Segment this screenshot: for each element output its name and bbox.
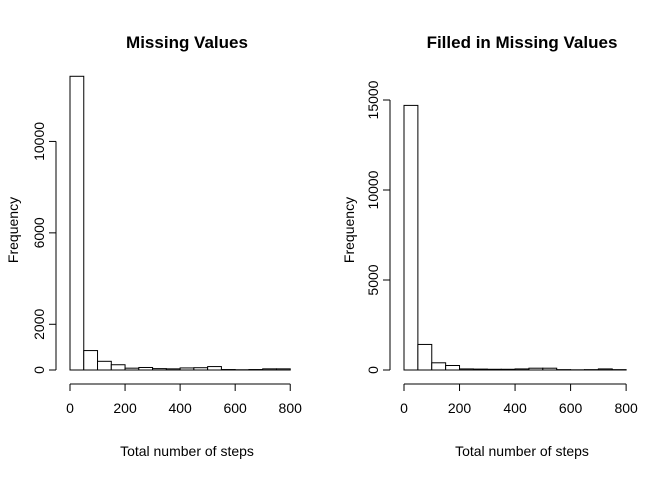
right-x-axis: 0 200 400 600 800 bbox=[400, 383, 638, 416]
right-y-tick-label: 0 bbox=[365, 366, 381, 374]
left-bar bbox=[83, 350, 99, 371]
left-bar bbox=[207, 366, 222, 371]
right-x-tick-label: 800 bbox=[614, 400, 638, 416]
left-chart-title: Missing Values bbox=[126, 33, 248, 52]
right-y-axis: 0 5000 10000 15000 bbox=[365, 80, 391, 374]
right-bar bbox=[528, 367, 544, 371]
right-chart-title: Filled in Missing Values bbox=[427, 33, 618, 52]
left-bar bbox=[275, 368, 291, 371]
left-bar bbox=[138, 366, 154, 371]
left-y-tick-label: 0 bbox=[31, 366, 47, 374]
right-x-axis-label: Total number of steps bbox=[455, 443, 589, 459]
left-y-axis: 0 2000 6000 10000 bbox=[31, 122, 57, 374]
left-x-tick-label: 400 bbox=[168, 400, 192, 416]
left-x-tick-label: 800 bbox=[279, 400, 303, 416]
right-bar bbox=[431, 362, 447, 371]
right-x-tick-label: 0 bbox=[400, 400, 408, 416]
left-bar bbox=[124, 367, 140, 371]
right-y-axis-label: Frequency bbox=[341, 197, 357, 263]
left-bars bbox=[69, 75, 291, 371]
right-y-tick-label: 5000 bbox=[365, 264, 381, 295]
right-bar bbox=[514, 368, 530, 371]
left-y-tick-label: 6000 bbox=[31, 217, 47, 248]
right-x-tick-label: 200 bbox=[448, 400, 472, 416]
left-bar bbox=[69, 75, 85, 371]
left-histogram: Missing Values Total number of steps Fre… bbox=[5, 33, 302, 459]
left-y-tick-label: 10000 bbox=[31, 122, 47, 161]
left-bar bbox=[179, 367, 195, 371]
left-x-tick-label: 200 bbox=[113, 400, 137, 416]
left-x-tick-label: 600 bbox=[223, 400, 247, 416]
left-bar bbox=[193, 367, 209, 371]
right-bar bbox=[403, 104, 419, 371]
right-bar bbox=[542, 367, 558, 371]
left-bar bbox=[165, 368, 181, 371]
left-x-axis: 0 200 400 600 800 bbox=[66, 383, 303, 416]
right-bar bbox=[417, 343, 433, 371]
right-histogram: Filled in Missing Values Total number of… bbox=[341, 33, 638, 459]
right-bar bbox=[500, 368, 516, 371]
right-y-tick-label: 15000 bbox=[365, 80, 381, 119]
right-x-tick-label: 400 bbox=[503, 400, 527, 416]
left-y-tick-label: 2000 bbox=[31, 309, 47, 340]
right-bar bbox=[486, 368, 502, 371]
left-x-tick-label: 0 bbox=[66, 400, 74, 416]
right-bar bbox=[445, 365, 461, 371]
right-bar bbox=[459, 368, 474, 371]
left-bar bbox=[97, 360, 112, 371]
right-bars bbox=[403, 104, 627, 371]
left-bar bbox=[152, 368, 167, 371]
left-bar bbox=[110, 364, 126, 371]
right-bar bbox=[472, 368, 488, 371]
left-x-axis-label: Total number of steps bbox=[120, 443, 254, 459]
right-y-tick-label: 10000 bbox=[365, 170, 381, 209]
left-y-axis-label: Frequency bbox=[5, 197, 21, 263]
right-x-tick-label: 600 bbox=[559, 400, 583, 416]
right-bar bbox=[597, 368, 613, 371]
left-bar bbox=[262, 368, 277, 371]
